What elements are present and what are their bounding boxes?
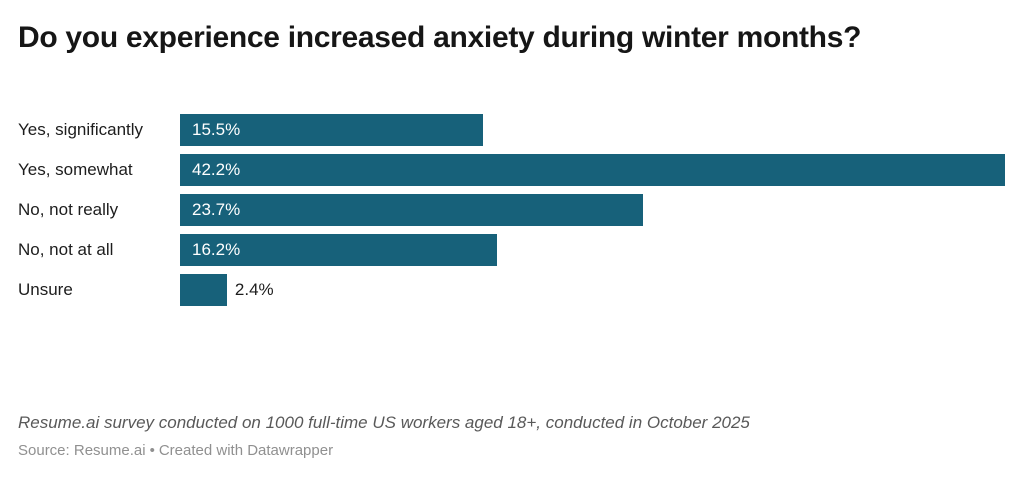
category-label: Unsure — [18, 280, 73, 299]
bar-row: Unsure 2.4% — [18, 274, 1005, 306]
bar-track: 23.7% — [180, 194, 1005, 226]
bar — [180, 274, 227, 306]
value-label: 23.7% — [192, 200, 241, 219]
value-label: 2.4% — [234, 280, 274, 299]
category-label: No, not really — [18, 200, 119, 219]
source-text: Source: Resume.ai — [18, 442, 146, 459]
category-label: Yes, significantly — [18, 120, 144, 139]
bar-chart: Yes, significantly 15.5% Yes, somewhat 4… — [0, 114, 1024, 306]
bar: 42.2% — [180, 154, 1005, 186]
bar: 16.2% — [180, 234, 497, 266]
value-label: 16.2% — [192, 240, 241, 259]
bar-row: No, not really 23.7% — [18, 194, 1005, 226]
bar: 23.7% — [180, 194, 644, 226]
bar-row: No, not at all 16.2% — [18, 234, 1005, 266]
bar-row: Yes, somewhat 42.2% — [18, 154, 1005, 186]
bar-track: 16.2% — [180, 234, 1005, 266]
value-label: 42.2% — [192, 160, 241, 179]
separator-dot: • — [149, 442, 155, 459]
bar: 15.5% — [180, 114, 484, 146]
bar-track: 15.5% — [180, 114, 1005, 146]
category-label: Yes, somewhat — [18, 160, 133, 179]
category-label: No, not at all — [18, 240, 114, 259]
source-line: Source: Resume.ai • Created with Datawrapp… — [0, 442, 1024, 460]
datawrapper-attribution[interactable]: Created with Datawrapper — [158, 442, 334, 459]
chart-title: Do you experience increased anxiety duri… — [18, 21, 862, 54]
bar-row: Yes, significantly 15.5% — [18, 114, 1005, 146]
value-label: 15.5% — [192, 120, 241, 139]
bar-track: 42.2% — [180, 154, 1005, 186]
chart-note: Resume.ai survey conducted on 1000 full-… — [18, 413, 750, 432]
bar-track: 2.4% — [180, 274, 1005, 306]
